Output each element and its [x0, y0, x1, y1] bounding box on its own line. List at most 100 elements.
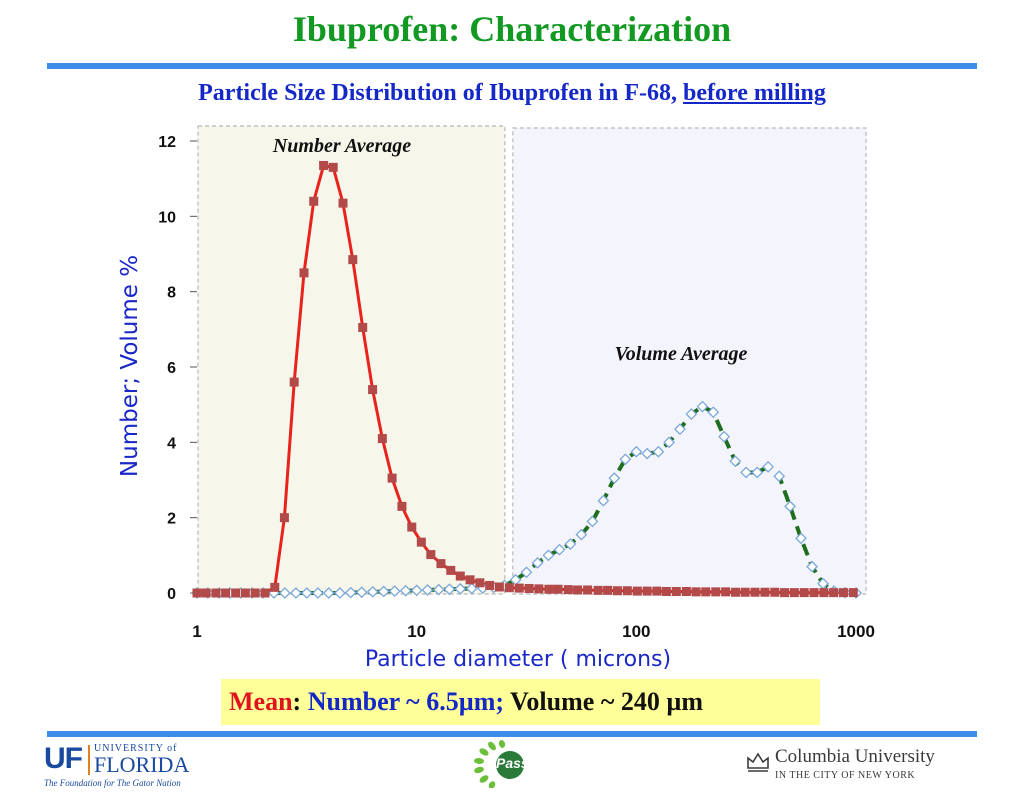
volume-average-region [512, 127, 867, 595]
number-data-point [494, 582, 504, 592]
number-data-point [750, 587, 760, 597]
volume-average-label: Volume Average [615, 343, 748, 365]
number-data-point [799, 588, 809, 598]
number-data-point [279, 513, 289, 523]
volume-data-point [806, 560, 818, 573]
number-data-point [701, 587, 711, 597]
number-data-point [270, 582, 280, 592]
y-tick-label: 8 [167, 285, 176, 302]
pass-label: Pass [496, 755, 529, 771]
number-data-point [691, 587, 701, 597]
number-data-point [192, 588, 202, 598]
columbia-logo: Columbia University IN THE CITY OF NEW Y… [745, 746, 985, 786]
volume-data-point [652, 445, 665, 458]
volume-data-point [399, 584, 412, 597]
number-data-point [642, 586, 652, 596]
mean-summary-box: Mean: Number ~ 6.5µm; Volume ~ 240 µm [221, 679, 820, 725]
volume-data-point [597, 494, 610, 507]
number-data-point [760, 587, 770, 597]
number-data-point [740, 587, 750, 597]
volume-data-point [740, 466, 753, 479]
number-data-point [240, 588, 250, 598]
number-data-point [201, 588, 211, 598]
number-data-point [328, 162, 338, 172]
number-data-point [544, 584, 554, 594]
number-data-point [563, 585, 573, 595]
y-tick-label: 4 [167, 435, 176, 452]
uf-logo-bar [88, 745, 90, 775]
number-data-point [524, 583, 534, 593]
volume-data-point [421, 584, 434, 596]
volume-data-point [784, 500, 796, 513]
page-title: Ibuprofen: Characterization [292, 9, 732, 49]
volume-data-point [311, 587, 324, 599]
mean-label: Mean [229, 687, 293, 716]
uf-florida: FLORIDA [94, 752, 190, 777]
volume-mean-text: Volume ~ 240 µm [504, 687, 703, 716]
number-data-point [770, 587, 780, 597]
number-data-point [681, 586, 691, 596]
volume-data-point [674, 423, 686, 436]
number-data-point [407, 522, 417, 532]
volume-data-point [641, 447, 654, 460]
number-data-point [721, 587, 731, 597]
volume-data-point [773, 470, 786, 483]
volume-data-point [575, 528, 588, 541]
number-data-point [838, 588, 848, 598]
volume-data-point [333, 587, 346, 599]
number-data-point [534, 584, 544, 594]
number-data-point [514, 583, 524, 593]
volume-data-point [531, 556, 544, 569]
particle-size-chart: 0 2 4 6 8 10 12 1 10 100 1000 Particle diameter ( m… [117, 125, 875, 672]
number-data-point [455, 571, 465, 581]
subtitle-underlined-text: before milling [683, 80, 826, 106]
volume-data-point [278, 587, 291, 599]
chart-subtitle: Particle Size Distribution of Ibuprofen … [0, 80, 1024, 107]
volume-data-point [707, 406, 720, 419]
number-data-point [338, 198, 348, 208]
number-data-point [446, 565, 456, 575]
y-axis-title: Number; Volume % [117, 255, 143, 477]
volume-data-point [553, 543, 566, 556]
x-tick-label: 10 [407, 622, 426, 641]
number-data-point [397, 501, 407, 511]
number-data-point [465, 575, 475, 585]
number-data-point [319, 160, 329, 170]
number-data-point [848, 588, 858, 598]
number-data-point [780, 588, 790, 598]
volume-data-point [344, 586, 357, 599]
number-mean-value: 6.5µm; [426, 687, 505, 716]
volume-data-point [564, 538, 577, 550]
number-data-point [426, 550, 436, 560]
number-data-point [299, 268, 309, 278]
crown-icon [747, 752, 769, 772]
volume-data-point [355, 586, 368, 599]
number-data-point [348, 255, 358, 265]
pass-logo: Pass [470, 740, 550, 789]
number-data-point [661, 586, 671, 596]
volume-data-point [377, 585, 390, 598]
uf-logo: UF UNIVERSITY of FLORIDA The Foundation … [44, 742, 214, 788]
volume-data-point [322, 587, 335, 599]
volume-data-point [432, 583, 445, 596]
volume-data-point [630, 445, 643, 458]
number-data-point [368, 385, 378, 395]
number-data-point [652, 586, 662, 596]
number-data-point [221, 588, 231, 598]
number-data-point [819, 588, 829, 598]
volume-data-point [542, 549, 555, 562]
number-data-point [829, 588, 839, 598]
number-data-point [231, 588, 241, 598]
volume-data-point [443, 583, 456, 596]
number-data-point [504, 583, 514, 593]
volume-data-point [586, 515, 599, 528]
x-tick-label: 100 [622, 622, 650, 641]
number-data-point [711, 587, 721, 597]
number-data-point [731, 587, 741, 597]
number-data-point [475, 578, 485, 588]
number-average-label: Number Average [272, 135, 411, 157]
number-data-point [593, 585, 603, 595]
mean-colon: : [292, 687, 302, 716]
number-data-point [612, 586, 622, 596]
y-tick-label: 12 [158, 134, 176, 151]
